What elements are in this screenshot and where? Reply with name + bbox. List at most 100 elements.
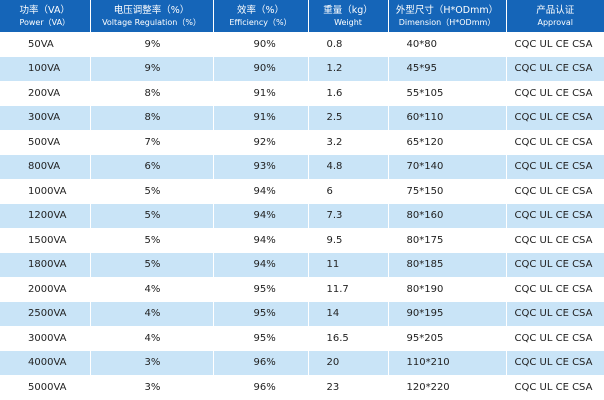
cell-power: 1500VA: [0, 228, 91, 253]
cell-regulation: 6%: [90, 154, 214, 179]
cell-weight: 9.5: [308, 228, 389, 253]
cell-dimension: 45*95: [388, 56, 507, 81]
cell-efficiency: 94%: [213, 228, 309, 253]
header-label-en: Approval: [537, 17, 574, 27]
cell-power: 1200VA: [0, 203, 91, 228]
cell-dimension: 80*160: [388, 203, 507, 228]
cell-regulation: 5%: [90, 252, 214, 277]
cell-regulation: 8%: [90, 105, 214, 130]
cell-efficiency: 91%: [213, 81, 309, 106]
header-label-zh: 功率（VA）: [19, 4, 70, 16]
cell-power: 200VA: [0, 81, 91, 106]
cell-efficiency: 95%: [213, 277, 309, 302]
cell-dimension: 120*220: [388, 375, 507, 400]
cell-power: 2500VA: [0, 301, 91, 326]
header-dimension: 外型尺寸（H*ODmm） Dimension（H*ODmm）: [388, 0, 507, 32]
header-row: 功率（VA） Power（VA） 电压调整率（%） Voltage Regulati…: [0, 0, 604, 32]
cell-weight: 2.5: [308, 105, 389, 130]
header-label-en: Voltage Regulation（%）: [102, 17, 201, 27]
header-power: 功率（VA） Power（VA）: [0, 0, 91, 32]
table-row: 500VA 7% 92% 3.2 65*120 CQC UL CE CSA: [0, 130, 604, 155]
header-label-zh: 重量（kg）: [323, 4, 373, 16]
table-row: 4000VA 3% 96% 20 110*210 CQC UL CE CSA: [0, 350, 604, 375]
table-body: 50VA 9% 90% 0.8 40*80 CQC UL CE CSA 100V…: [0, 32, 604, 400]
header-regulation: 电压调整率（%） Voltage Regulation（%）: [90, 0, 214, 32]
cell-dimension: 70*140: [388, 154, 507, 179]
cell-power: 5000VA: [0, 375, 91, 400]
cell-approval: CQC UL CE CSA: [506, 301, 604, 326]
cell-weight: 11: [308, 252, 389, 277]
header-label-en: Weight: [334, 17, 362, 27]
cell-efficiency: 91%: [213, 105, 309, 130]
table-row: 200VA 8% 91% 1.6 55*105 CQC UL CE CSA: [0, 81, 604, 106]
cell-weight: 7.3: [308, 203, 389, 228]
cell-approval: CQC UL CE CSA: [514, 38, 593, 50]
cell-regulation: 8%: [90, 81, 214, 106]
cell-regulation: 9%: [90, 56, 214, 81]
cell-approval: CQC UL CE CSA: [514, 87, 593, 99]
cell-approval: CQC UL CE CSA: [514, 185, 593, 197]
cell-weight: 14: [308, 301, 389, 326]
table-row: 1500VA 5% 94% 9.5 80*175 CQC UL CE CSA: [0, 228, 604, 253]
table-row: 100VA 9% 90% 1.2 45*95 CQC UL CE CSA: [0, 56, 604, 81]
cell-approval: CQC UL CE CSA: [506, 350, 604, 375]
table-row: 1800VA 5% 94% 11 80*185 CQC UL CE CSA: [0, 252, 604, 277]
cell-efficiency: 94%: [213, 203, 309, 228]
table-row: 50VA 9% 90% 0.8 40*80 CQC UL CE CSA: [0, 32, 604, 57]
header-label-zh: 外型尺寸（H*ODmm）: [395, 4, 499, 16]
cell-dimension: 80*190: [388, 277, 507, 302]
cell-dimension: 60*110: [388, 105, 507, 130]
table-row: 2500VA 4% 95% 14 90*195 CQC UL CE CSA: [0, 301, 604, 326]
header-label-zh: 电压调整率（%）: [113, 4, 190, 16]
cell-weight: 0.8: [308, 32, 389, 57]
cell-efficiency: 93%: [213, 154, 309, 179]
table-row: 1000VA 5% 94% 6 75*150 CQC UL CE CSA: [0, 179, 604, 204]
cell-dimension: 55*105: [388, 81, 507, 106]
cell-efficiency: 92%: [213, 130, 309, 155]
cell-approval: CQC UL CE CSA: [514, 234, 593, 246]
cell-efficiency: 94%: [213, 252, 309, 277]
cell-weight: 16.5: [308, 326, 389, 351]
table-row: 5000VA 3% 96% 23 120*220 CQC UL CE CSA: [0, 375, 604, 400]
cell-efficiency: 90%: [213, 32, 309, 57]
cell-power: 500VA: [0, 130, 91, 155]
cell-weight: 11.7: [308, 277, 389, 302]
cell-regulation: 3%: [90, 375, 214, 400]
cell-dimension: 65*120: [388, 130, 507, 155]
cell-efficiency: 96%: [213, 350, 309, 375]
table-row: 300VA 8% 91% 2.5 60*110 CQC UL CE CSA: [0, 105, 604, 130]
cell-approval: CQC UL CE CSA: [506, 56, 604, 81]
cell-weight: 6: [308, 179, 389, 204]
cell-weight: 3.2: [308, 130, 389, 155]
cell-dimension: 80*175: [388, 228, 507, 253]
table-row: 1200VA 5% 94% 7.3 80*160 CQC UL CE CSA: [0, 203, 604, 228]
table-row: 800VA 6% 93% 4.8 70*140 CQC UL CE CSA: [0, 154, 604, 179]
cell-approval: CQC UL CE CSA: [506, 203, 604, 228]
cell-regulation: 4%: [90, 326, 214, 351]
cell-regulation: 5%: [90, 203, 214, 228]
header-label-en: Dimension（H*ODmm）: [398, 17, 496, 27]
cell-approval: CQC UL CE CSA: [506, 252, 604, 277]
cell-regulation: 4%: [90, 301, 214, 326]
cell-efficiency: 94%: [213, 179, 309, 204]
cell-approval: CQC UL CE CSA: [514, 136, 593, 148]
cell-approval: CQC UL CE CSA: [514, 283, 593, 295]
cell-efficiency: 95%: [213, 326, 309, 351]
cell-dimension: 90*195: [388, 301, 507, 326]
header-label-zh: 产品认证: [536, 4, 575, 16]
cell-regulation: 5%: [90, 179, 214, 204]
cell-power: 4000VA: [0, 350, 91, 375]
cell-regulation: 9%: [90, 32, 214, 57]
cell-regulation: 5%: [90, 228, 214, 253]
cell-dimension: 80*185: [388, 252, 507, 277]
cell-power: 2000VA: [0, 277, 91, 302]
cell-weight: 1.2: [308, 56, 389, 81]
cell-regulation: 3%: [90, 350, 214, 375]
header-label-zh: 效率（%）: [236, 4, 285, 16]
cell-efficiency: 95%: [213, 301, 309, 326]
table-header: 功率（VA） Power（VA） 电压调整率（%） Voltage Regulati…: [0, 0, 604, 32]
cell-power: 800VA: [0, 154, 91, 179]
header-weight: 重量（kg） Weight: [308, 0, 389, 32]
cell-approval: CQC UL CE CSA: [506, 105, 604, 130]
